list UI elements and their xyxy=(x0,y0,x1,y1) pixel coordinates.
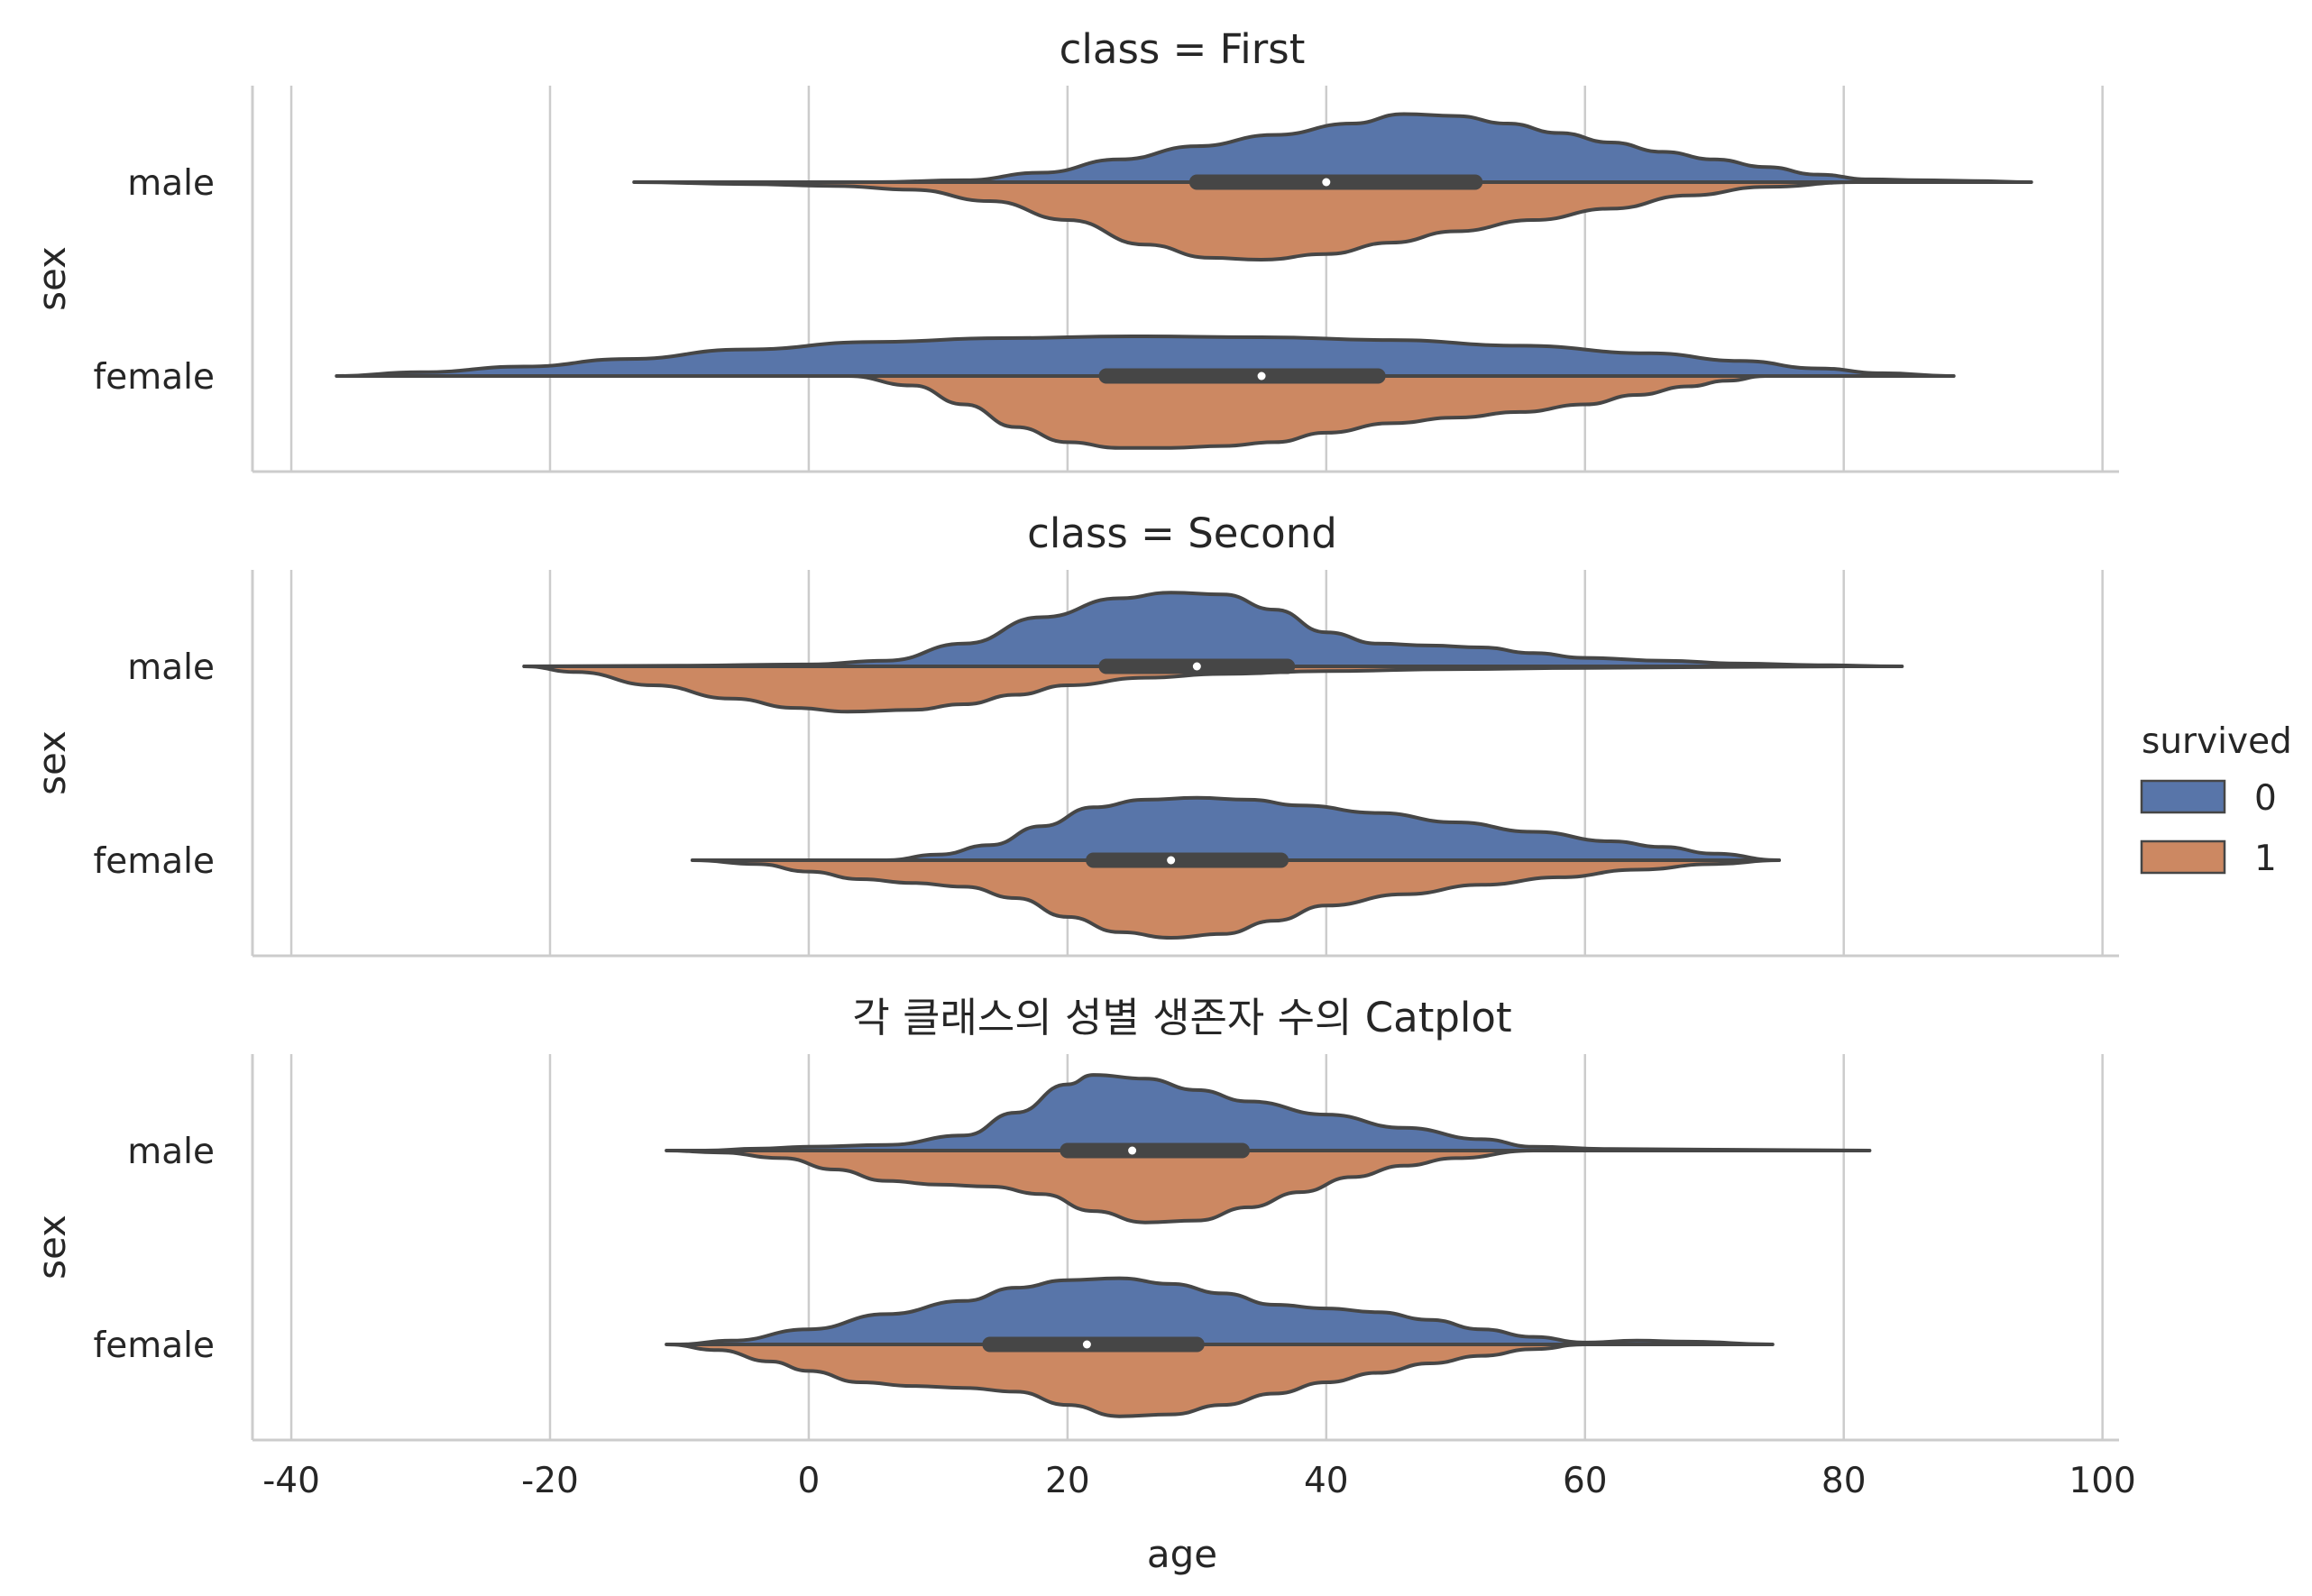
x-tick-label: 0 xyxy=(798,1461,821,1501)
y-axis-label: sex xyxy=(30,1215,74,1280)
x-axis: -40 -20 0 20 40 60 80 100 xyxy=(262,1461,2136,1501)
median-marker xyxy=(1167,856,1176,865)
x-tick-label: -40 xyxy=(262,1461,320,1501)
y-tick-label: female xyxy=(94,1325,215,1366)
x-tick-label: 60 xyxy=(1563,1461,1608,1501)
violin-male xyxy=(522,591,1904,714)
panel-title: class = Second xyxy=(1027,509,1337,557)
panel-title: 각 클래스의 성별 생존자 수의 Catplot xyxy=(852,994,1511,1041)
y-tick-label: male xyxy=(127,647,215,688)
x-tick-label: 80 xyxy=(1821,1461,1867,1501)
median-marker xyxy=(1322,178,1331,187)
violin-half-survived-0 xyxy=(335,335,1956,379)
panel-1: class = First sex male female xyxy=(30,25,2119,473)
violin-male xyxy=(632,112,2033,261)
violin-female xyxy=(335,335,1956,450)
legend: survived 0 1 xyxy=(2140,721,2292,879)
violin-half-survived-0 xyxy=(885,795,1781,863)
violin-half-survived-0 xyxy=(522,591,1904,668)
y-tick-label: male xyxy=(127,163,215,204)
x-tick-label: 20 xyxy=(1045,1461,1090,1501)
x-tick-label: -20 xyxy=(521,1461,579,1501)
median-marker xyxy=(1192,662,1201,671)
violin-female xyxy=(690,795,1781,940)
violin-half-survived-1 xyxy=(665,1343,1587,1418)
y-axis-label: sex xyxy=(30,730,74,795)
y-tick-label: female xyxy=(94,841,215,882)
legend-swatch-0 xyxy=(2140,779,2226,814)
median-marker xyxy=(1257,371,1266,381)
y-tick-label: female xyxy=(94,357,215,398)
violin-male xyxy=(665,1073,1872,1225)
x-tick-label: 40 xyxy=(1304,1461,1349,1501)
y-tick-label: male xyxy=(127,1132,215,1172)
violin-half-survived-0 xyxy=(871,112,2033,184)
violin-half-survived-0 xyxy=(677,1276,1775,1346)
x-tick-label: 100 xyxy=(2069,1461,2135,1501)
panel-3: 각 클래스의 성별 생존자 수의 Catplot sex male female xyxy=(30,994,2119,1442)
violin-half-survived-1 xyxy=(632,179,1859,261)
violin-half-survived-1 xyxy=(846,374,1768,450)
violin-female xyxy=(665,1276,1775,1418)
median-marker xyxy=(1082,1340,1091,1349)
legend-label-1: 1 xyxy=(2254,839,2277,879)
x-axis-label: age xyxy=(1147,1532,1217,1576)
legend-swatch-1 xyxy=(2140,839,2226,875)
violin-half-survived-1 xyxy=(665,1148,1536,1225)
panel-2: class = Second sex male female xyxy=(30,509,2119,958)
legend-title: survived xyxy=(2142,721,2292,762)
violin-half-survived-0 xyxy=(703,1073,1872,1152)
panel-title: class = First xyxy=(1060,25,1306,73)
legend-label-0: 0 xyxy=(2254,778,2277,819)
violin-half-survived-1 xyxy=(690,858,1781,940)
y-axis-label: sex xyxy=(30,246,74,311)
median-marker xyxy=(1128,1146,1137,1155)
